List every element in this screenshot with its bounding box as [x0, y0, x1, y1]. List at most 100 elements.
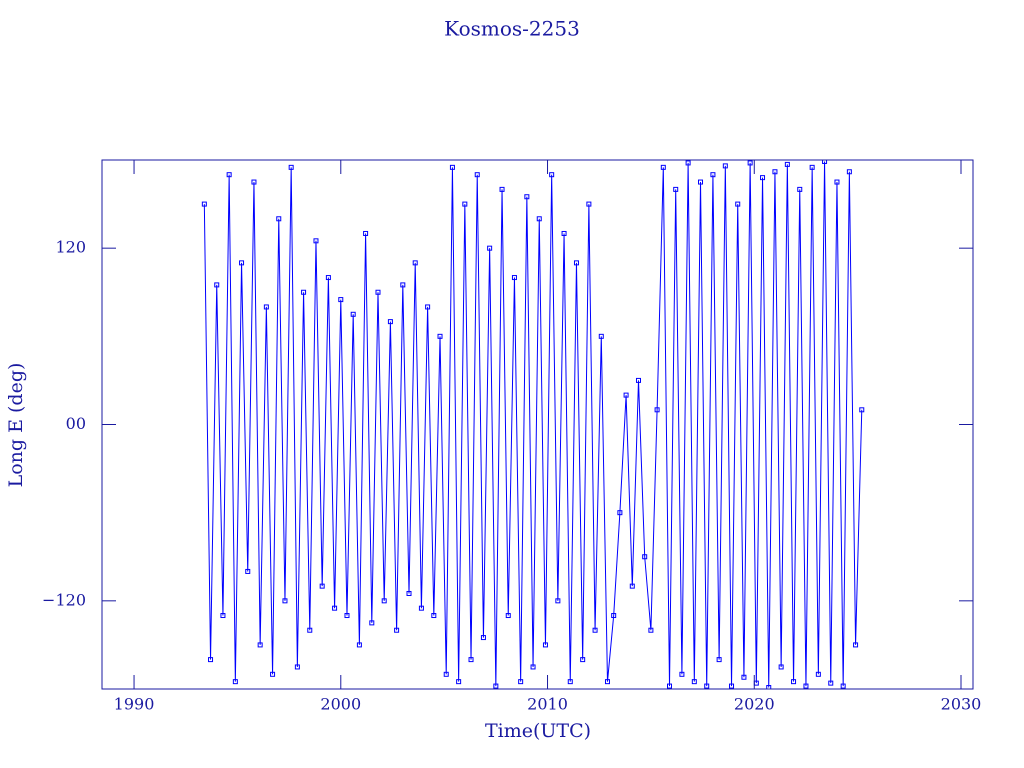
- data-point: [549, 172, 555, 178]
- data-point: [214, 282, 220, 288]
- data-point: [803, 683, 809, 689]
- data-point: [698, 179, 704, 185]
- data-point: [319, 583, 325, 589]
- data-point: [437, 333, 443, 339]
- data-point: [667, 683, 673, 689]
- data-point: [313, 238, 319, 244]
- x-axis-label: Time(UTC): [485, 720, 591, 742]
- data-point: [288, 164, 294, 170]
- x-tick-label: 2020: [734, 695, 775, 714]
- data-point: [710, 172, 716, 178]
- data-point: [846, 169, 852, 175]
- data-point: [642, 554, 648, 560]
- data-point: [722, 163, 728, 169]
- data-point: [462, 201, 468, 207]
- data-point: [493, 683, 499, 689]
- data-point: [685, 160, 691, 166]
- x-tick-label: 2000: [320, 695, 361, 714]
- data-point: [226, 172, 232, 178]
- data-point: [276, 216, 282, 222]
- data-point: [542, 642, 548, 648]
- data-point: [381, 598, 387, 604]
- data-point: [363, 230, 369, 236]
- data-point: [418, 605, 424, 611]
- data-point: [648, 627, 654, 633]
- data-point: [561, 230, 567, 236]
- data-point: [828, 680, 834, 686]
- y-tick-label: −120: [42, 590, 86, 609]
- data-point: [741, 674, 747, 680]
- data-point: [660, 164, 666, 170]
- data-point: [592, 627, 598, 633]
- data-point: [735, 201, 741, 207]
- data-point: [449, 164, 455, 170]
- data-point: [809, 164, 815, 170]
- data-point: [815, 671, 821, 677]
- data-point: [629, 583, 635, 589]
- data-point: [797, 186, 803, 192]
- data-point: [840, 683, 846, 689]
- data-point: [635, 377, 641, 383]
- y-tick-label: 00: [66, 414, 86, 433]
- data-point: [474, 172, 480, 178]
- data-point: [282, 598, 288, 604]
- chart-title: Kosmos-2253: [444, 17, 580, 41]
- y-tick-label: 120: [55, 238, 86, 257]
- data-point: [412, 260, 418, 266]
- data-point: [208, 657, 214, 663]
- data-point: [604, 679, 610, 685]
- data-point: [772, 169, 778, 175]
- data-point: [338, 297, 344, 303]
- data-point: [499, 186, 505, 192]
- data-point: [853, 642, 859, 648]
- data-point: [257, 642, 263, 648]
- data-point: [325, 275, 331, 281]
- data-point: [859, 407, 865, 413]
- data-point: [524, 194, 530, 200]
- data-point: [387, 319, 393, 325]
- data-point: [536, 216, 542, 222]
- data-point: [747, 160, 753, 166]
- x-tick-label: 2010: [527, 695, 568, 714]
- data-point: [375, 289, 381, 295]
- data-point: [555, 598, 561, 604]
- data-point: [530, 664, 536, 670]
- plot-area: [201, 160, 865, 689]
- data-point: [239, 260, 245, 266]
- data-point: [784, 161, 790, 167]
- data-point: [232, 679, 238, 685]
- data-point: [654, 407, 660, 413]
- data-point: [760, 175, 766, 181]
- data-point: [344, 613, 350, 619]
- x-tick-label: 2030: [941, 695, 982, 714]
- data-point: [406, 590, 412, 596]
- data-point: [611, 613, 617, 619]
- data-point: [425, 304, 431, 310]
- data-point: [456, 679, 462, 685]
- data-point: [400, 282, 406, 288]
- data-point: [245, 568, 251, 574]
- data-point: [511, 275, 517, 281]
- data-point: [778, 664, 784, 670]
- data-point: [307, 627, 313, 633]
- data-point: [301, 289, 307, 295]
- data-point: [573, 260, 579, 266]
- data-point: [332, 605, 338, 611]
- data-point: [567, 679, 573, 685]
- data-line: [203, 161, 863, 688]
- data-point: [394, 627, 400, 633]
- data-point: [580, 657, 586, 663]
- data-point: [617, 510, 623, 516]
- data-point: [294, 664, 300, 670]
- data-point: [691, 679, 697, 685]
- data-point: [505, 613, 511, 619]
- x-tick-label: 1990: [114, 695, 155, 714]
- data-point: [766, 685, 772, 689]
- data-point: [822, 160, 828, 164]
- data-point: [251, 179, 257, 185]
- data-point: [834, 179, 840, 185]
- data-point: [263, 304, 269, 310]
- y-axis-label: Long E (deg): [5, 363, 27, 488]
- data-point: [598, 333, 604, 339]
- data-point: [586, 201, 592, 207]
